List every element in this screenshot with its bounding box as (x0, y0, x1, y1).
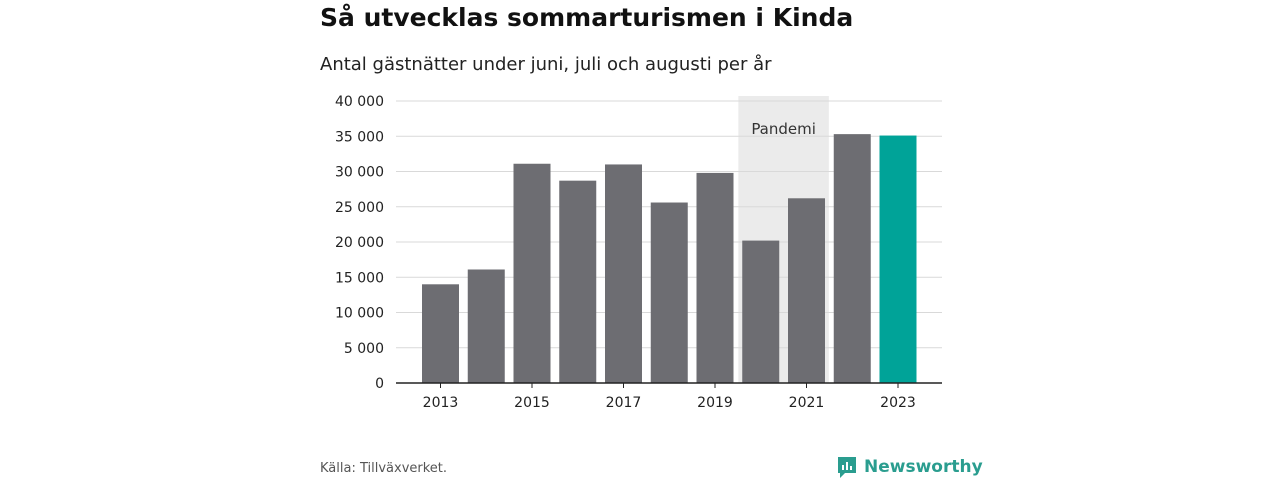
bar-2020 (742, 240, 780, 383)
bar-2013 (422, 284, 459, 383)
annotation-label: Pandemi (751, 120, 816, 138)
x-tick-label: 2023 (880, 395, 916, 411)
bar-2017 (605, 164, 642, 383)
y-tick-label: 20 000 (335, 235, 384, 251)
chart-title: Så utvecklas sommarturismen i Kinda (320, 3, 854, 32)
y-tick-label: 5 000 (344, 341, 384, 357)
x-tick-label: 2015 (514, 395, 550, 411)
y-tick-label: 30 000 (335, 165, 384, 181)
y-tick-label: 10 000 (335, 306, 384, 322)
bar-2021 (788, 198, 825, 383)
source-note: Källa: Tillväxverket. (320, 461, 448, 476)
chart-subtitle: Antal gästnätter under juni, juli och au… (320, 54, 772, 75)
bar-2014 (467, 269, 505, 383)
bar-2023 (879, 135, 917, 383)
brand-logo: Newsworthy (836, 455, 983, 479)
newsworthy-logo-icon (838, 457, 856, 478)
bar-2015 (513, 163, 551, 383)
bar-2016 (559, 180, 597, 383)
x-tick-label: 2021 (789, 395, 825, 411)
y-tick-label: 0 (375, 376, 384, 392)
brand-name: Newsworthy (864, 457, 983, 477)
x-tick-label: 2017 (606, 395, 642, 411)
bar-2022 (833, 134, 871, 383)
y-tick-label: 15 000 (335, 270, 384, 286)
y-tick-label: 40 000 (335, 94, 384, 110)
x-tick-label: 2013 (423, 395, 459, 411)
bar-2019 (696, 172, 734, 383)
x-tick-label: 2019 (697, 395, 733, 411)
y-tick-label: 25 000 (335, 200, 384, 216)
bar-2018 (650, 202, 688, 383)
y-tick-label: 35 000 (335, 129, 384, 145)
